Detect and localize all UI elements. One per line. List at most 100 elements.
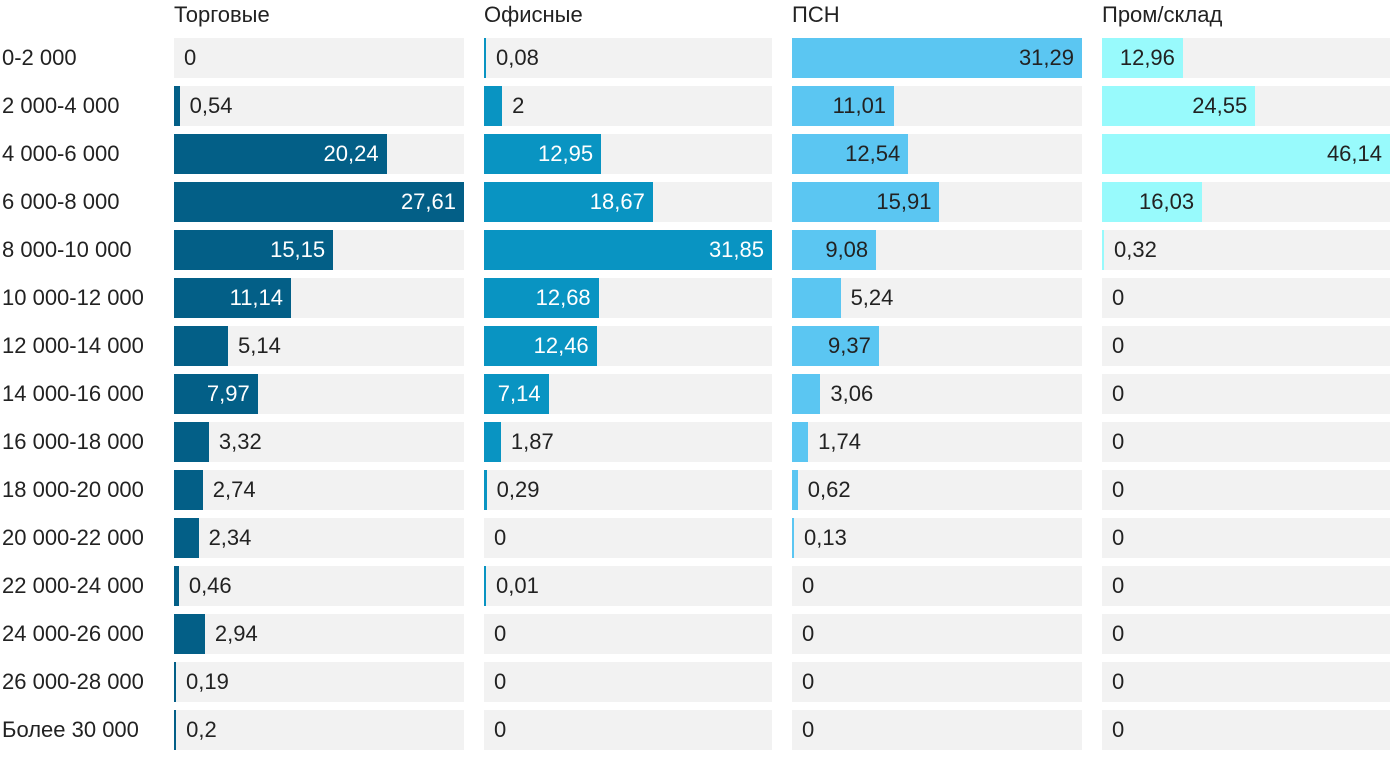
bar-track: 9,08 [792,230,1082,270]
data-label: 7,14 [497,381,541,406]
bar-track: 2,94 [174,614,464,654]
bar [484,134,602,174]
bar-track: 0 [484,614,772,654]
bar [174,662,176,702]
bar [792,230,877,270]
data-label: 31,85 [708,237,764,262]
bar-track: 0 [1102,518,1390,558]
data-label: 0,2 [186,717,217,742]
bar-track: 0,62 [792,470,1082,510]
data-label: 3,32 [218,429,262,454]
bar [484,86,503,126]
data-label: 0 [1112,285,1125,310]
bar-track: 0 [1102,278,1390,318]
series-title: Пром/склад [1102,2,1223,27]
bar [174,566,179,606]
bar [1102,182,1203,222]
category-label: 24 000-26 000 [2,621,144,646]
bar-track: 0,01 [484,566,772,606]
bar [484,326,597,366]
bar-track: 0 [792,566,1082,606]
bar [792,374,821,414]
bar-track: 11,14 [174,278,464,318]
bar-track: 0 [1102,614,1390,654]
data-label: 5,24 [850,285,894,310]
bar-track: 1,87 [484,422,772,462]
category-label: 14 000-16 000 [2,381,144,406]
bar-track: 20,24 [174,134,464,174]
bar [174,710,177,750]
bar [792,278,841,318]
bar-track: 0,13 [792,518,1082,558]
data-label: 0,13 [804,525,847,550]
data-label: 2 [512,93,525,118]
data-label: 0 [1112,477,1125,502]
bar [174,374,258,414]
bar [792,134,909,174]
bar-track: 0 [1102,326,1390,366]
bar-track: 0 [1102,422,1390,462]
bar [792,86,895,126]
category-label: 20 000-22 000 [2,525,144,550]
bar [174,518,199,558]
bar [174,230,334,270]
bar [1102,38,1183,78]
bar [792,422,809,462]
category-label: 4 000-6 000 [2,141,120,166]
bar [484,374,549,414]
category-label: 10 000-12 000 [2,285,144,310]
bar-track: 0,2 [174,710,464,750]
bar-track: 15,91 [792,182,1082,222]
bar-track: 7,14 [484,374,772,414]
category-label: 18 000-20 000 [2,477,144,502]
data-label: 46,14 [1326,141,1382,166]
bar-track: 0,19 [174,662,464,702]
bar-track: 24,55 [1102,86,1390,126]
data-label: 0 [802,717,815,742]
bar-track: 0 [1102,710,1390,750]
bar [1102,230,1104,270]
bar-track: 5,24 [792,278,1082,318]
category-label: 0-2 000 [2,45,77,70]
bar-track: 12,96 [1102,38,1390,78]
data-label: 0 [494,669,507,694]
bar [1102,86,1256,126]
bar-track: 0,54 [174,86,464,126]
bar-track: 0,32 [1102,230,1390,270]
data-label: 0,29 [496,477,540,502]
data-label: 0 [802,573,815,598]
data-label: 0 [494,717,507,742]
bar [792,470,798,510]
data-label: 11,01 [832,93,887,118]
data-label: 0 [802,621,815,646]
data-label: 24,55 [1192,93,1248,118]
bar-track: 11,01 [792,86,1082,126]
bar-track: 2,34 [174,518,464,558]
bar-track: 0 [484,662,772,702]
data-label: 12,96 [1119,45,1175,70]
bar-track: 12,54 [792,134,1082,174]
bar-track: 16,03 [1102,182,1390,222]
bar-track: 18,67 [484,182,772,222]
bar-track: 31,85 [484,230,772,270]
bar [174,326,228,366]
series-title: ПСН [792,2,840,27]
data-label: 0 [1112,429,1125,454]
data-label: 0 [1112,573,1125,598]
data-label: 2,74 [212,477,256,502]
bar-track: 2 [484,86,772,126]
bar-track: 0 [792,614,1082,654]
data-label: 31,29 [1018,45,1074,70]
bar [174,182,464,222]
bar-track: 0,46 [174,566,464,606]
category-label: 2 000-4 000 [2,93,120,118]
bar [174,134,387,174]
data-label: 1,87 [510,429,554,454]
bar [484,278,599,318]
data-label: 0 [184,45,197,70]
bar-track: 12,95 [484,134,772,174]
data-label: 0 [1112,621,1125,646]
bar [484,230,772,270]
bar [174,422,209,462]
